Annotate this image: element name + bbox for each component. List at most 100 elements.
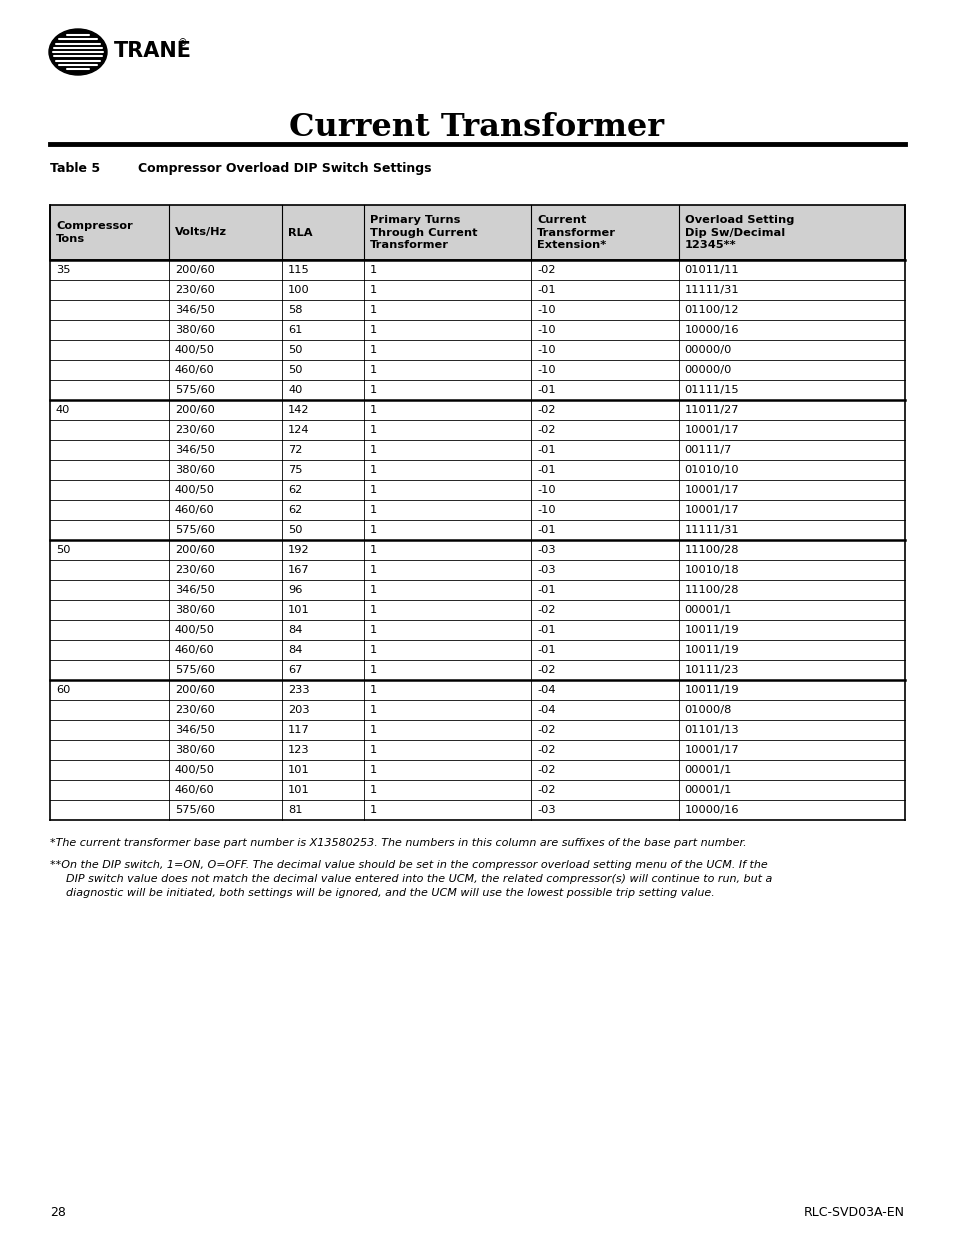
Text: 1: 1 xyxy=(370,805,376,815)
Bar xyxy=(50,340,904,359)
Text: -03: -03 xyxy=(537,564,556,576)
Bar xyxy=(50,760,904,781)
Text: 72: 72 xyxy=(288,445,302,454)
Bar xyxy=(50,380,904,400)
Text: diagnostic will be initiated, both settings will be ignored, and the UCM will us: diagnostic will be initiated, both setti… xyxy=(66,888,714,898)
Text: 460/60: 460/60 xyxy=(174,785,214,795)
Text: 67: 67 xyxy=(288,664,302,676)
Text: 200/60: 200/60 xyxy=(174,266,214,275)
Text: 11011/27: 11011/27 xyxy=(684,405,739,415)
Text: 1: 1 xyxy=(370,505,376,515)
Text: 10001/17: 10001/17 xyxy=(684,485,739,495)
Text: 346/50: 346/50 xyxy=(174,445,214,454)
Text: 50: 50 xyxy=(288,345,302,354)
Text: 10010/18: 10010/18 xyxy=(684,564,739,576)
Text: -02: -02 xyxy=(537,266,556,275)
Bar xyxy=(50,600,904,620)
Text: 10000/16: 10000/16 xyxy=(684,805,739,815)
Text: 1: 1 xyxy=(370,585,376,595)
Text: 01101/13: 01101/13 xyxy=(684,725,739,735)
Text: -01: -01 xyxy=(537,466,556,475)
Text: Compressor Overload DIP Switch Settings: Compressor Overload DIP Switch Settings xyxy=(138,162,431,175)
Text: -01: -01 xyxy=(537,525,556,535)
Bar xyxy=(50,781,904,800)
Text: -10: -10 xyxy=(537,366,556,375)
Text: 400/50: 400/50 xyxy=(174,625,214,635)
Bar xyxy=(50,420,904,440)
Bar xyxy=(50,500,904,520)
Text: 01011/11: 01011/11 xyxy=(684,266,739,275)
Text: Compressor
Tons: Compressor Tons xyxy=(56,221,132,243)
Bar xyxy=(50,400,904,420)
Text: 1: 1 xyxy=(370,664,376,676)
Text: 00111/7: 00111/7 xyxy=(684,445,731,454)
Text: 346/50: 346/50 xyxy=(174,305,214,315)
Text: 575/60: 575/60 xyxy=(174,385,214,395)
Text: Current Transformer: Current Transformer xyxy=(289,112,664,143)
Text: 1: 1 xyxy=(370,485,376,495)
Text: 62: 62 xyxy=(288,485,302,495)
Text: 400/50: 400/50 xyxy=(174,764,214,776)
Text: 84: 84 xyxy=(288,645,302,655)
Text: -04: -04 xyxy=(537,705,556,715)
Text: -01: -01 xyxy=(537,625,556,635)
Text: 230/60: 230/60 xyxy=(174,285,214,295)
Text: 81: 81 xyxy=(288,805,302,815)
Text: Primary Turns
Through Current
Transformer: Primary Turns Through Current Transforme… xyxy=(370,215,476,249)
Text: 380/60: 380/60 xyxy=(174,745,214,755)
Bar xyxy=(50,300,904,320)
Text: 200/60: 200/60 xyxy=(174,545,214,555)
Text: -02: -02 xyxy=(537,664,556,676)
Text: 10011/19: 10011/19 xyxy=(684,645,739,655)
Bar xyxy=(50,680,904,700)
Text: 575/60: 575/60 xyxy=(174,525,214,535)
Text: 575/60: 575/60 xyxy=(174,805,214,815)
Text: 00001/1: 00001/1 xyxy=(684,785,731,795)
Text: 11111/31: 11111/31 xyxy=(684,525,739,535)
Text: 1: 1 xyxy=(370,685,376,695)
Text: 1: 1 xyxy=(370,385,376,395)
Text: 00001/1: 00001/1 xyxy=(684,605,731,615)
Text: -10: -10 xyxy=(537,345,556,354)
Bar xyxy=(50,740,904,760)
Bar xyxy=(50,261,904,280)
Bar xyxy=(50,520,904,540)
Text: 167: 167 xyxy=(288,564,310,576)
Text: 460/60: 460/60 xyxy=(174,645,214,655)
Text: -01: -01 xyxy=(537,385,556,395)
Bar xyxy=(50,559,904,580)
Text: 50: 50 xyxy=(288,366,302,375)
Text: 1: 1 xyxy=(370,705,376,715)
Text: -10: -10 xyxy=(537,505,556,515)
Text: 1: 1 xyxy=(370,405,376,415)
Text: 1: 1 xyxy=(370,525,376,535)
Text: 1: 1 xyxy=(370,605,376,615)
Text: 192: 192 xyxy=(288,545,310,555)
Bar xyxy=(50,800,904,820)
Text: RLC-SVD03A-EN: RLC-SVD03A-EN xyxy=(803,1205,904,1219)
Text: -03: -03 xyxy=(537,545,556,555)
Bar xyxy=(50,700,904,720)
Text: 10001/17: 10001/17 xyxy=(684,425,739,435)
Text: 10001/17: 10001/17 xyxy=(684,505,739,515)
Text: 10011/19: 10011/19 xyxy=(684,625,739,635)
Text: -03: -03 xyxy=(537,805,556,815)
Text: 380/60: 380/60 xyxy=(174,466,214,475)
Text: 1: 1 xyxy=(370,345,376,354)
Text: 00001/1: 00001/1 xyxy=(684,764,731,776)
Text: 1: 1 xyxy=(370,325,376,335)
Text: 380/60: 380/60 xyxy=(174,605,214,615)
Text: 1: 1 xyxy=(370,625,376,635)
Text: 01010/10: 01010/10 xyxy=(684,466,739,475)
Text: 101: 101 xyxy=(288,785,310,795)
Bar xyxy=(50,280,904,300)
Text: 01000/8: 01000/8 xyxy=(684,705,731,715)
Bar xyxy=(50,359,904,380)
Text: 200/60: 200/60 xyxy=(174,685,214,695)
Text: 40: 40 xyxy=(288,385,302,395)
Text: 11100/28: 11100/28 xyxy=(684,585,739,595)
Text: 61: 61 xyxy=(288,325,302,335)
Text: 233: 233 xyxy=(288,685,310,695)
Text: 124: 124 xyxy=(288,425,310,435)
Text: -02: -02 xyxy=(537,425,556,435)
